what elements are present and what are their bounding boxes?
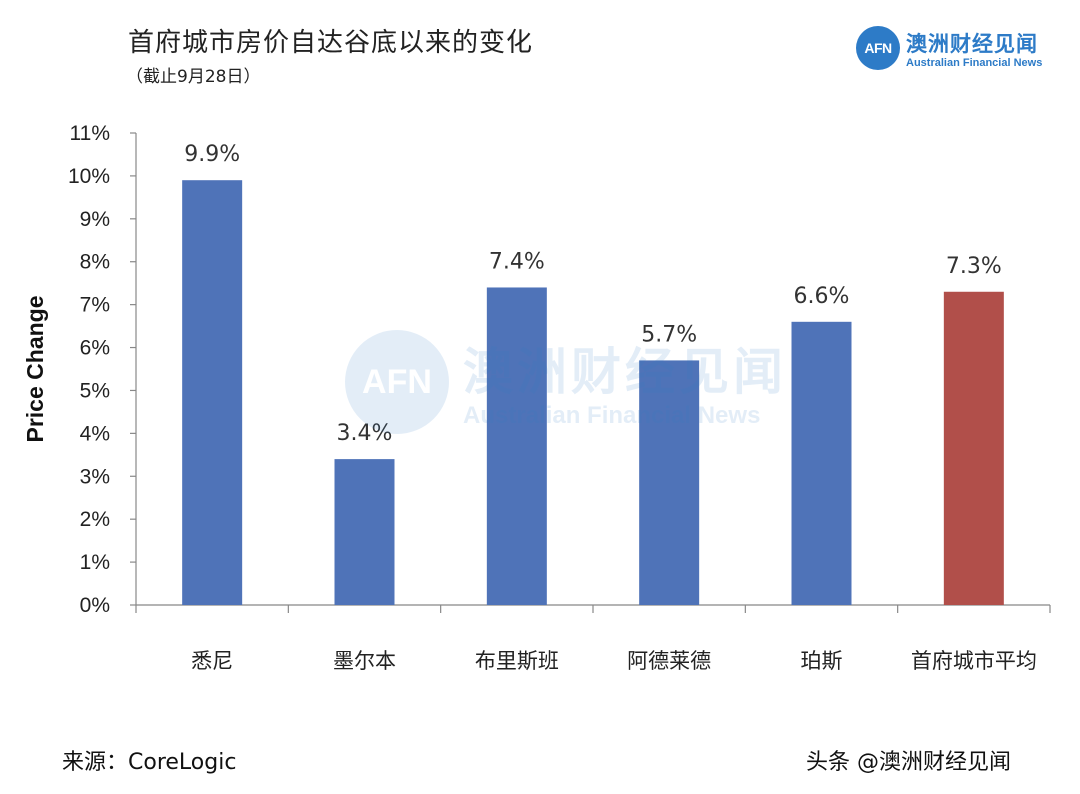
data-label: 5.7% <box>641 322 697 347</box>
y-tick-label: 0% <box>80 594 110 617</box>
y-tick-label: 11% <box>70 122 110 145</box>
bar <box>943 291 1004 605</box>
bar <box>486 287 547 605</box>
y-tick-label: 3% <box>80 465 110 488</box>
footer-watermark: 头条 @澳洲财经见闻 <box>806 750 1011 775</box>
y-tick-label: 2% <box>80 508 110 531</box>
bar <box>639 360 700 605</box>
data-label: 3.4% <box>337 421 393 446</box>
category-label: 布里斯班 <box>475 649 559 673</box>
source-note: 来源：CoreLogic <box>62 750 237 775</box>
chart-title: 首府城市房价自达谷底以来的变化 <box>128 28 534 58</box>
afn-logo: AFN 澳洲财经见闻 Australian Financial News <box>856 26 1056 76</box>
category-label: 悉尼 <box>191 649 233 673</box>
data-label: 7.3% <box>946 254 1002 279</box>
y-tick-label: 5% <box>80 379 110 402</box>
bar <box>791 321 852 605</box>
data-label: 6.6% <box>794 284 850 309</box>
bar <box>182 180 243 605</box>
bar <box>334 459 395 605</box>
y-tick-label: 4% <box>80 422 110 445</box>
logo-name-cn: 澳洲财经见闻 <box>906 32 1038 56</box>
y-tick-label: 9% <box>80 208 110 231</box>
y-tick-label: 1% <box>80 551 110 574</box>
y-tick-label: 8% <box>80 251 110 274</box>
chart-subtitle: （截止9月28日） <box>126 67 261 87</box>
y-tick-label: 7% <box>80 294 110 317</box>
category-label: 珀斯 <box>801 649 843 673</box>
category-label: 阿德莱德 <box>627 649 711 673</box>
category-label: 墨尔本 <box>333 649 396 673</box>
y-axis-label: Price Change <box>22 296 48 443</box>
data-label: 9.9% <box>184 142 240 167</box>
logo-name-en: Australian Financial News <box>906 57 1043 69</box>
afn-logo-icon: AFN <box>856 26 900 70</box>
data-label: 7.4% <box>489 249 545 274</box>
y-tick-label: 10% <box>68 165 110 188</box>
y-tick-label: 6% <box>80 337 110 360</box>
category-label: 首府城市平均 <box>911 649 1037 673</box>
